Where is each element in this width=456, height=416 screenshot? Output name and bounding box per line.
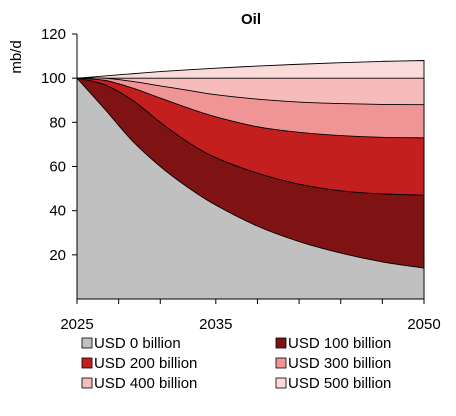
- legend-label: USD 400 billion: [94, 375, 197, 392]
- legend-swatch: [81, 357, 93, 369]
- legend-swatch: [275, 357, 287, 369]
- area-usd-0-billion: [76, 76, 425, 300]
- x-tick-label: 2025: [60, 316, 93, 333]
- x-tick-label: 2050: [407, 316, 440, 333]
- y-tick-label: 60: [49, 159, 66, 176]
- legend-swatch: [275, 337, 287, 349]
- legend-swatch: [81, 377, 93, 389]
- legend-label: USD 500 billion: [288, 375, 391, 392]
- legend-label: USD 0 billion: [94, 335, 181, 352]
- y-tick-label: 40: [49, 203, 66, 220]
- y-tick-label: 100: [41, 70, 66, 87]
- legend: USD 0 billion USD 100 billion USD 200 bill…: [81, 335, 391, 392]
- legend-label: USD 100 billion: [288, 335, 391, 352]
- legend-label: USD 200 billion: [94, 355, 197, 372]
- y-tick-label: 120: [41, 26, 66, 43]
- area-series-group: [76, 60, 425, 300]
- legend-swatch: [81, 337, 93, 349]
- y-tick-label: 80: [49, 114, 66, 131]
- y-axis-label: mb/d: [8, 40, 25, 73]
- axes: 20 40 60 80 100 120 2025 2035 2050: [41, 26, 441, 333]
- legend-swatch: [275, 377, 287, 389]
- chart-title: Oil: [241, 11, 261, 28]
- legend-label: USD 300 billion: [288, 355, 391, 372]
- y-tick-label: 20: [49, 247, 66, 264]
- x-tick-label: 2035: [199, 316, 232, 333]
